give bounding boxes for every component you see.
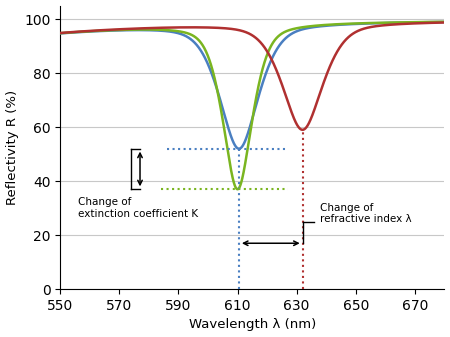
X-axis label: Wavelength λ (nm): Wavelength λ (nm) xyxy=(189,318,316,332)
Text: Change of
extinction coefficient K: Change of extinction coefficient K xyxy=(78,197,198,219)
Y-axis label: Reflectivity R (%): Reflectivity R (%) xyxy=(5,90,18,205)
Text: Change of
refractive index λ: Change of refractive index λ xyxy=(320,203,412,224)
